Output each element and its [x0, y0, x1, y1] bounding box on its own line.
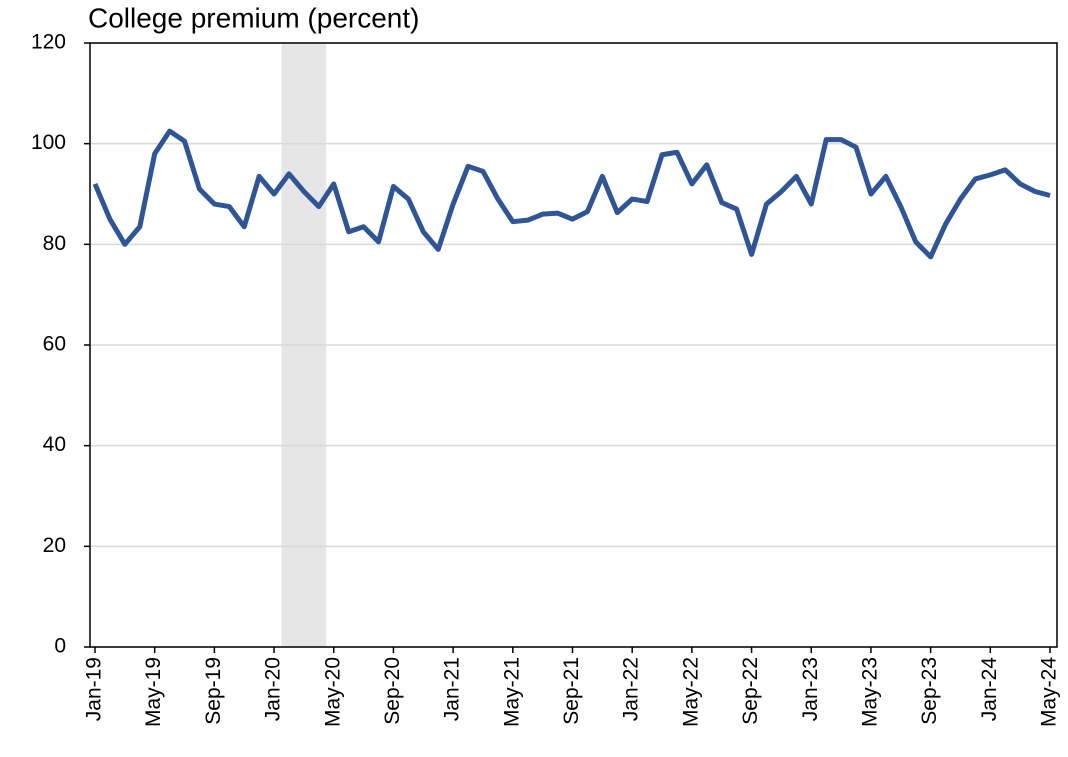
x-tick-label: Jan-19 [83, 657, 106, 721]
x-tick-label: Jan-21 [441, 657, 464, 721]
x-tick-label: Sep-20 [381, 657, 404, 725]
x-tick-label: Sep-23 [918, 657, 941, 725]
y-tick-label: 120 [31, 31, 66, 54]
x-tick-label: May-20 [321, 657, 344, 727]
x-tick-label: May-19 [142, 657, 165, 727]
plot-frame [89, 42, 1058, 648]
x-tick-label: May-21 [500, 657, 523, 727]
y-tick-label: 40 [43, 433, 66, 456]
series-line [92, 128, 1051, 260]
x-tick-label: Jan-23 [799, 657, 822, 721]
x-tick-label: Jan-24 [978, 657, 1001, 722]
x-tick-label: May-22 [679, 657, 702, 727]
x-tick-label: Sep-21 [560, 657, 583, 725]
y-tick-label: 0 [54, 635, 66, 658]
x-tick-label: Jan-22 [620, 657, 643, 721]
chart-title: College premium (percent) [88, 2, 419, 33]
y-tick-label: 80 [43, 232, 66, 255]
x-tick-label: May-24 [1038, 657, 1061, 727]
y-tick-label: 100 [31, 131, 66, 154]
x-tick-label: Sep-22 [739, 657, 762, 725]
y-tick-label: 60 [43, 333, 66, 356]
x-tick-label: Jan-20 [262, 657, 285, 721]
y-tick-label: 20 [43, 534, 66, 557]
x-tick-label: Sep-19 [202, 657, 225, 725]
x-tick-label: May-23 [858, 657, 881, 727]
